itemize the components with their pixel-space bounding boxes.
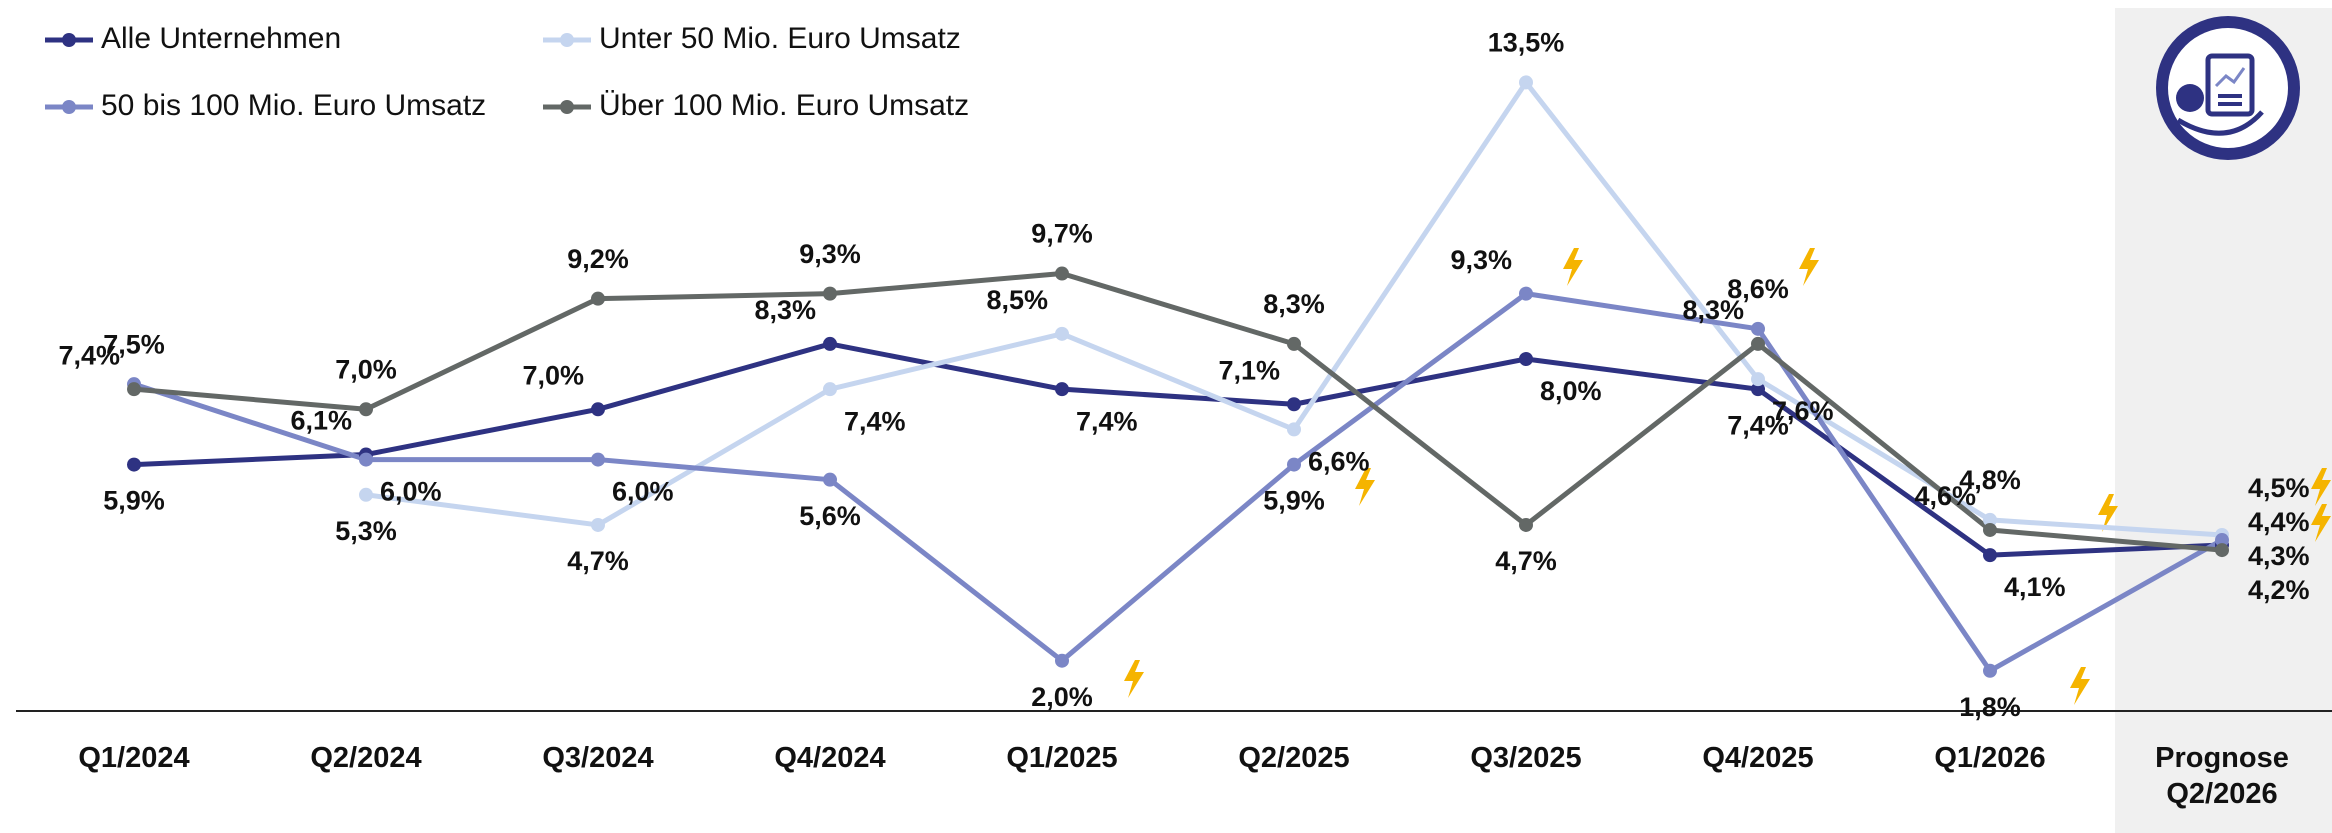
data-label: 7,1% <box>1218 355 1280 385</box>
data-label: 7,4% <box>58 340 120 370</box>
data-label: 7,4% <box>844 406 906 436</box>
data-label: 8,3% <box>754 295 816 325</box>
data-point <box>127 457 141 472</box>
data-label: 8,0% <box>1540 376 1602 406</box>
x-tick-label: Prognose Q2/2026 <box>2155 742 2289 810</box>
data-label: 4,6% <box>1914 481 1976 511</box>
data-point <box>591 452 605 467</box>
legend-label: 50 bis 100 Mio. Euro Umsatz <box>101 89 486 122</box>
data-point <box>359 487 373 502</box>
data-point <box>1055 653 1069 668</box>
data-label: 7,0% <box>522 360 584 390</box>
x-tick-label: Q1/2024 <box>78 742 190 774</box>
data-label: 8,3% <box>1263 289 1325 319</box>
data-point <box>1983 522 1997 537</box>
data-label: 5,9% <box>1263 486 1325 516</box>
data-label: 7,4% <box>1076 406 1138 436</box>
data-point <box>359 402 373 417</box>
data-point <box>1055 382 1069 397</box>
x-tick-label: Q3/2025 <box>1470 742 1582 774</box>
legend-marker <box>560 33 574 47</box>
data-label: 8,5% <box>986 285 1048 315</box>
data-label: 7,0% <box>335 354 397 384</box>
data-point <box>591 517 605 532</box>
data-label: 6,0% <box>612 477 674 507</box>
data-point <box>1055 326 1069 341</box>
data-point <box>591 402 605 417</box>
data-label: 7,4% <box>1727 410 1789 440</box>
data-label: 4,7% <box>1495 546 1557 576</box>
x-tick-label: Q1/2025 <box>1006 742 1118 774</box>
data-label: 4,4% <box>2248 507 2310 537</box>
x-tick-label: Q4/2025 <box>1702 742 1814 774</box>
data-point <box>1751 382 1765 397</box>
data-point <box>2215 543 2229 558</box>
data-point <box>1751 336 1765 351</box>
x-tick-label: Q2/2024 <box>310 742 422 774</box>
icon <box>2156 16 2300 160</box>
data-label: 7,6% <box>1772 396 1834 426</box>
data-label: 6,0% <box>380 477 442 507</box>
series-line <box>133 341 2223 558</box>
x-tick-label: Q2/2025 <box>1238 742 1350 774</box>
data-point <box>1983 663 1997 678</box>
data-point <box>1055 266 1069 281</box>
data-point <box>823 382 837 397</box>
series-line <box>133 271 2223 553</box>
data-label: 5,3% <box>335 516 397 546</box>
data-label: 9,7% <box>1031 219 1093 249</box>
data-point <box>823 472 837 487</box>
data-point <box>1519 286 1533 301</box>
x-tick-label: Q3/2024 <box>542 742 654 774</box>
data-point <box>1519 352 1533 366</box>
data-label: 6,6% <box>1308 447 1370 477</box>
data-point <box>1287 397 1301 412</box>
data-label: 4,8% <box>1959 465 2021 495</box>
data-point <box>823 336 837 351</box>
data-label: 4,3% <box>2248 541 2310 571</box>
legend-marker <box>62 100 76 114</box>
data-label: 8,3% <box>1682 295 1744 325</box>
data-point <box>359 452 373 467</box>
data-point <box>823 286 837 301</box>
legend-marker <box>62 33 76 47</box>
data-label: 13,5% <box>1488 28 1565 58</box>
x-tick-label: Q1/2026 <box>1934 742 2046 774</box>
data-label: 2,0% <box>1031 682 1093 712</box>
data-point <box>1519 517 1533 532</box>
data-point <box>1983 512 1997 527</box>
data-label: 4,7% <box>567 546 629 576</box>
data-point <box>2215 533 2229 548</box>
data-label: 8,6% <box>1727 274 1789 304</box>
data-label: 9,3% <box>1450 245 1512 275</box>
data-point <box>1287 422 1301 437</box>
data-label: 6,1% <box>290 406 352 436</box>
legend-label: Alle Unternehmen <box>101 22 341 55</box>
series-line <box>133 291 2224 674</box>
data-point <box>1983 548 1997 563</box>
data-label: 9,2% <box>567 244 629 274</box>
data-point <box>591 291 605 306</box>
data-label: 5,6% <box>799 501 861 531</box>
data-point <box>1287 457 1301 472</box>
data-point <box>1287 336 1301 351</box>
data-label: 7,5% <box>103 329 165 359</box>
data-label: 4,1% <box>2004 572 2066 602</box>
legend-label: Unter 50 Mio. Euro Umsatz <box>599 22 961 55</box>
data-point <box>127 382 141 397</box>
data-label: 9,3% <box>799 239 861 269</box>
legend-marker <box>560 100 574 114</box>
data-label: 4,5% <box>2248 473 2310 503</box>
data-point <box>1519 75 1533 90</box>
data-label: 1,8% <box>1959 692 2021 722</box>
data-point <box>1751 372 1765 387</box>
data-label: 4,2% <box>2248 575 2310 605</box>
x-tick-label: Q4/2024 <box>774 742 886 774</box>
data-point <box>1751 321 1765 336</box>
data-label: 5,9% <box>103 486 165 516</box>
legend-label: Über 100 Mio. Euro Umsatz <box>599 89 969 122</box>
